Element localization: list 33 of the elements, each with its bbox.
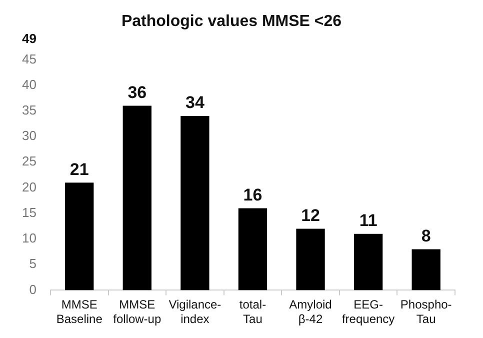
bar: [180, 116, 210, 290]
x-tick-label: MMSE Baseline: [56, 298, 103, 326]
data-label: 34: [185, 93, 205, 112]
y-tick-label: 25: [22, 154, 36, 169]
y-tick-label: 10: [22, 230, 36, 246]
y-tick-label: 5: [29, 256, 36, 272]
chart-title: Pathologic values MMSE <26: [121, 13, 342, 30]
y-tick-label: 30: [22, 128, 36, 144]
bar: [238, 208, 268, 290]
data-label: 12: [301, 206, 320, 225]
x-tick-label: Phospho- Tau: [400, 298, 452, 326]
x-tick-label: Amyloid β-42: [289, 298, 332, 326]
bar: [296, 228, 325, 290]
y-tick-label: 20: [22, 179, 36, 194]
x-tick-label: MMSE follow-up: [113, 298, 162, 326]
bar: [412, 249, 440, 290]
data-label: 16: [243, 185, 262, 204]
y-tick-label: 45: [22, 51, 36, 66]
y-tick-label: 49: [22, 30, 36, 46]
bar: [354, 234, 383, 290]
bar: [65, 182, 94, 290]
x-tick-label: Vigilance- index: [168, 298, 222, 326]
x-tick-label: EEG- frequency: [342, 298, 395, 326]
bar: [122, 106, 152, 290]
y-tick-label: 40: [22, 76, 36, 92]
data-label: 21: [70, 160, 89, 179]
y-tick-label: 15: [22, 204, 36, 220]
x-tick-label: total- Tau: [239, 298, 266, 326]
y-tick-label: 0: [29, 282, 36, 297]
data-label: 8: [421, 226, 431, 246]
data-label: 11: [359, 211, 378, 230]
y-tick-label: 35: [22, 102, 36, 118]
data-label: 36: [128, 82, 147, 102]
